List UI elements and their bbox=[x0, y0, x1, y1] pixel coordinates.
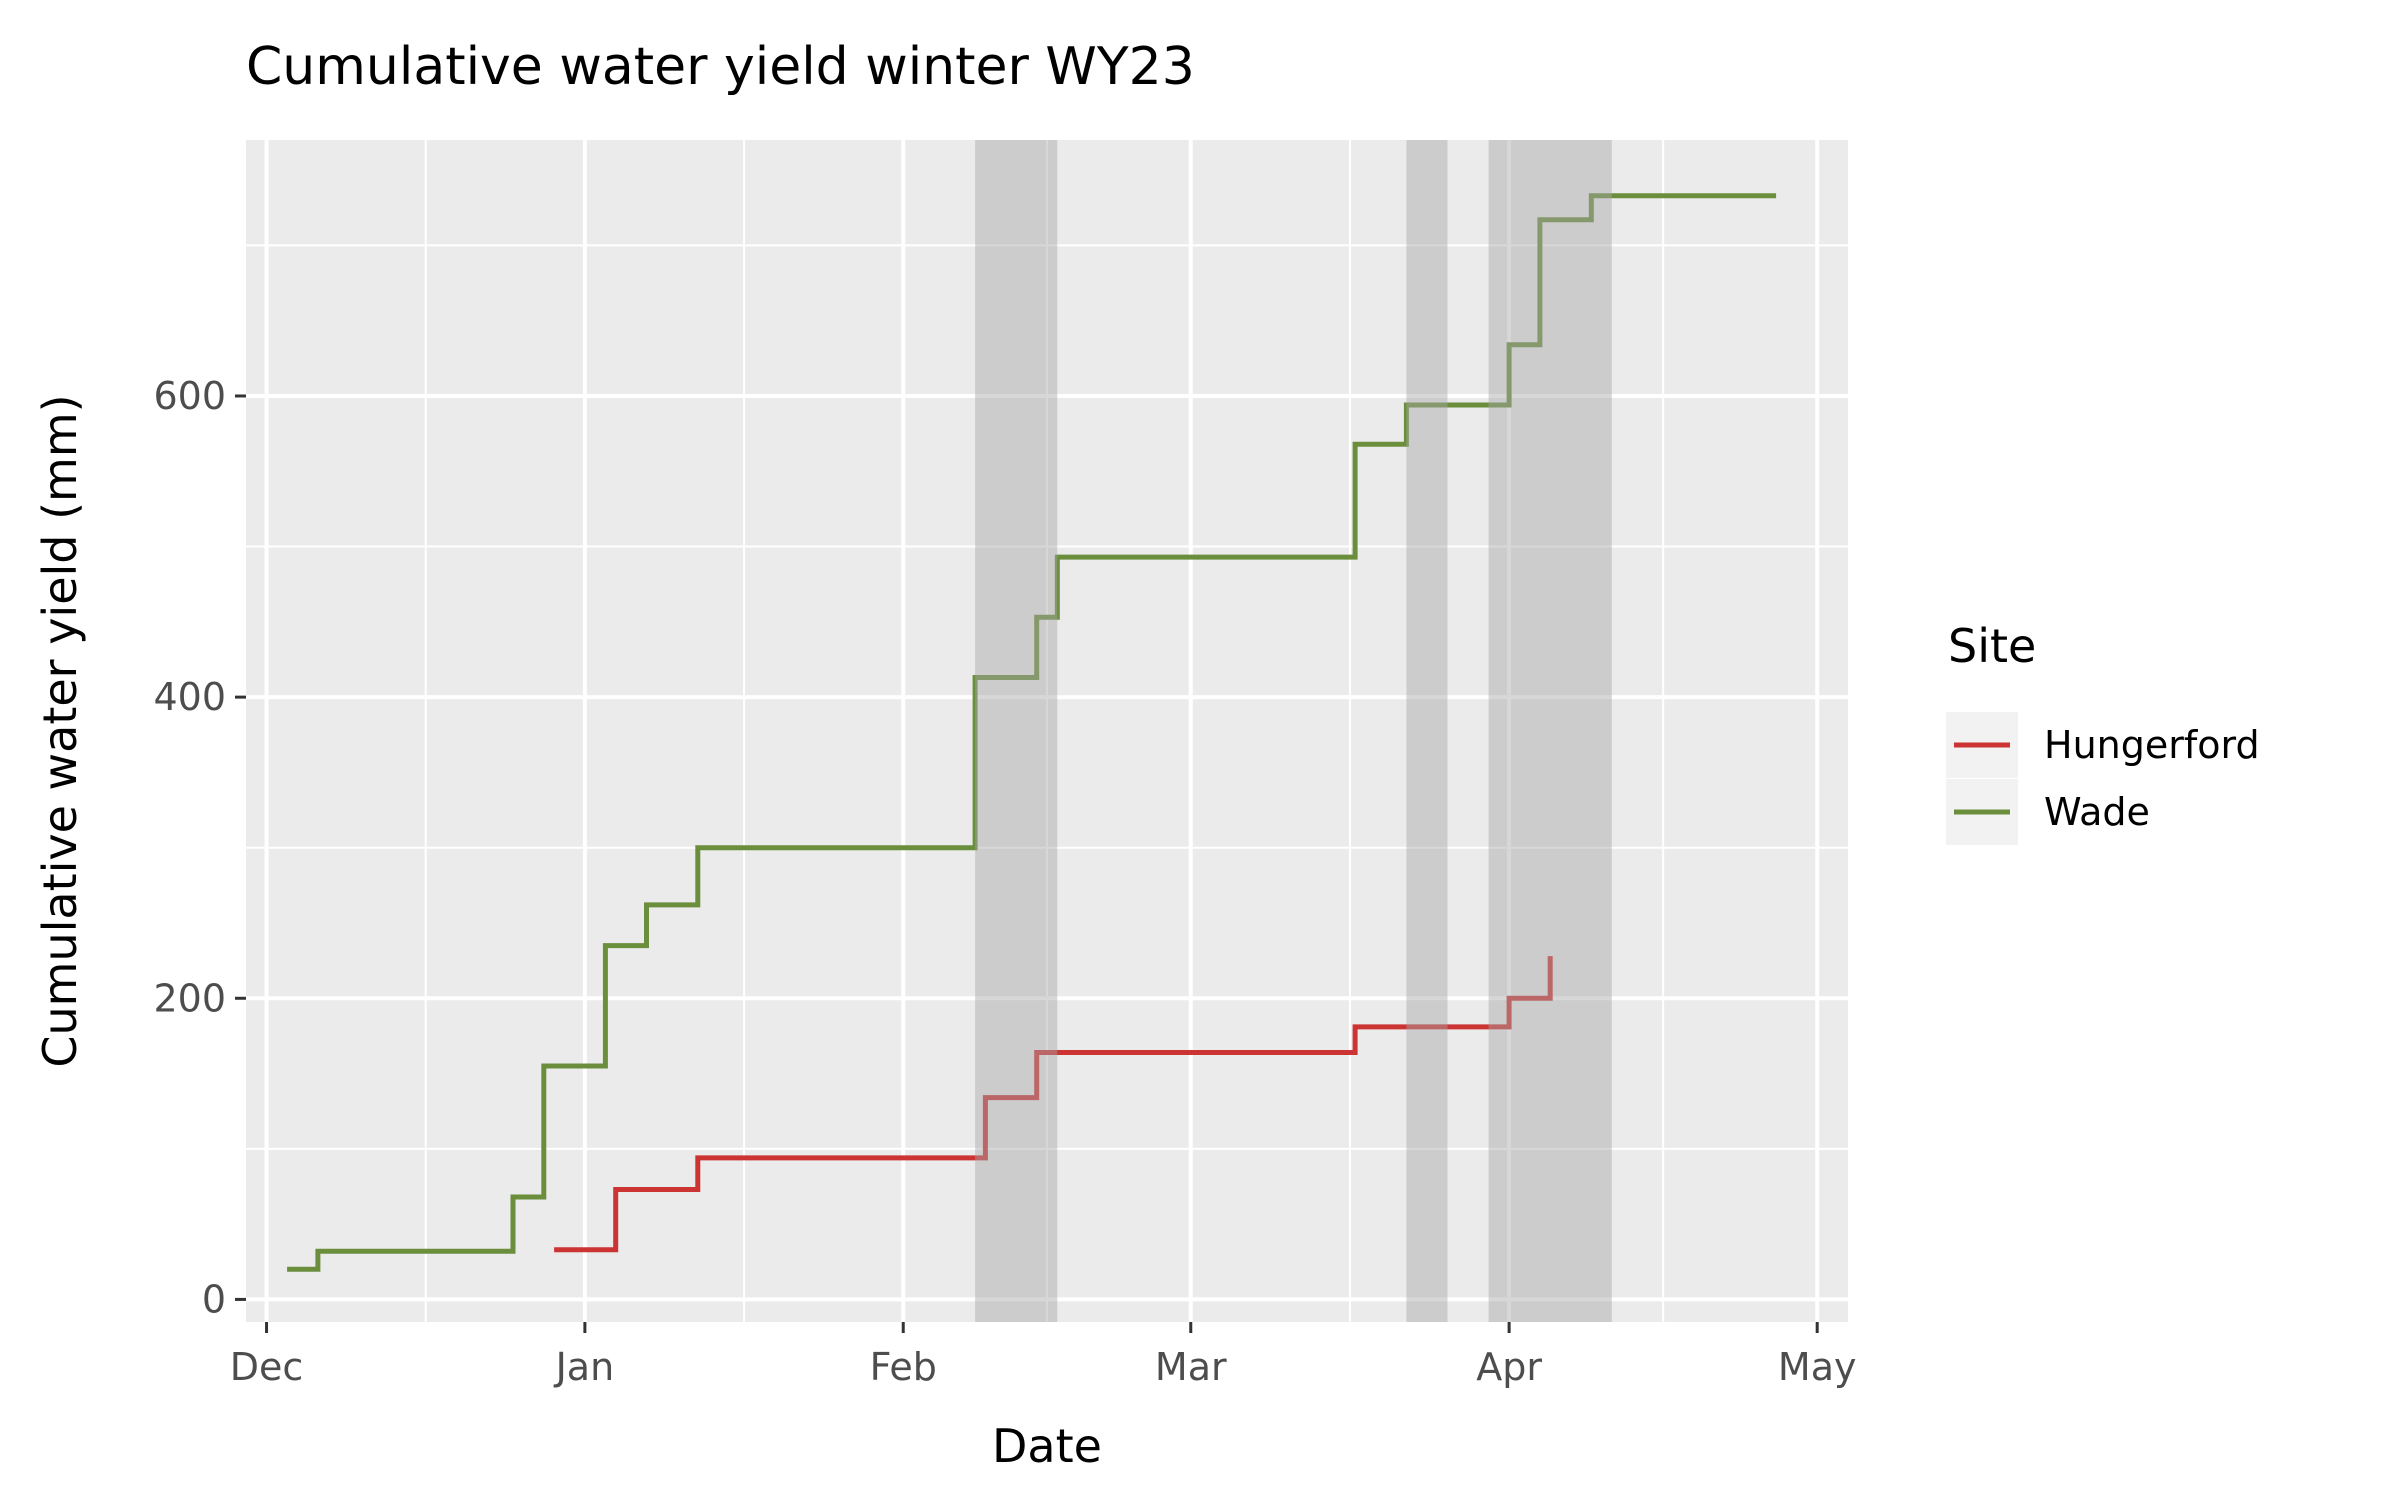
shaded-periods bbox=[975, 140, 1612, 1322]
minor-gridlines bbox=[246, 140, 1848, 1322]
major-gridlines bbox=[246, 140, 1848, 1322]
y-axis-ticks: 0 200 400 600 bbox=[153, 374, 246, 1321]
legend-items: Hungerford Wade bbox=[1946, 712, 2260, 845]
x-axis-ticks: Dec Jan Feb Mar Apr May bbox=[230, 1322, 1857, 1389]
x-tick-label: Dec bbox=[230, 1345, 304, 1389]
legend: Site Hungerford Wade bbox=[1946, 619, 2260, 845]
y-tick-label: 200 bbox=[153, 976, 226, 1020]
x-tick-label: Jan bbox=[554, 1345, 615, 1389]
shaded-period bbox=[975, 140, 1058, 1322]
series-line-hungerford bbox=[554, 956, 1553, 1253]
x-tick-label: Apr bbox=[1476, 1345, 1542, 1389]
x-tick-label: Feb bbox=[870, 1345, 937, 1389]
y-tick-label: 400 bbox=[153, 675, 226, 719]
legend-title: Site bbox=[1948, 619, 2036, 673]
x-tick-label: Mar bbox=[1155, 1345, 1227, 1389]
shaded-period bbox=[1488, 140, 1612, 1322]
series-line-wade bbox=[287, 193, 1777, 1272]
y-tick-label: 0 bbox=[202, 1277, 226, 1321]
y-axis-title: Cumulative water yield (mm) bbox=[33, 394, 87, 1067]
x-tick-label: May bbox=[1778, 1345, 1857, 1389]
x-axis-title: Date bbox=[992, 1419, 1102, 1473]
shaded-period bbox=[1406, 140, 1448, 1322]
y-tick-label: 600 bbox=[153, 374, 226, 418]
chart-title: Cumulative water yield winter WY23 bbox=[246, 37, 1195, 97]
legend-label-wade: Wade bbox=[2044, 790, 2150, 834]
legend-label-hungerford: Hungerford bbox=[2044, 723, 2260, 767]
series-layer bbox=[287, 193, 1777, 1272]
